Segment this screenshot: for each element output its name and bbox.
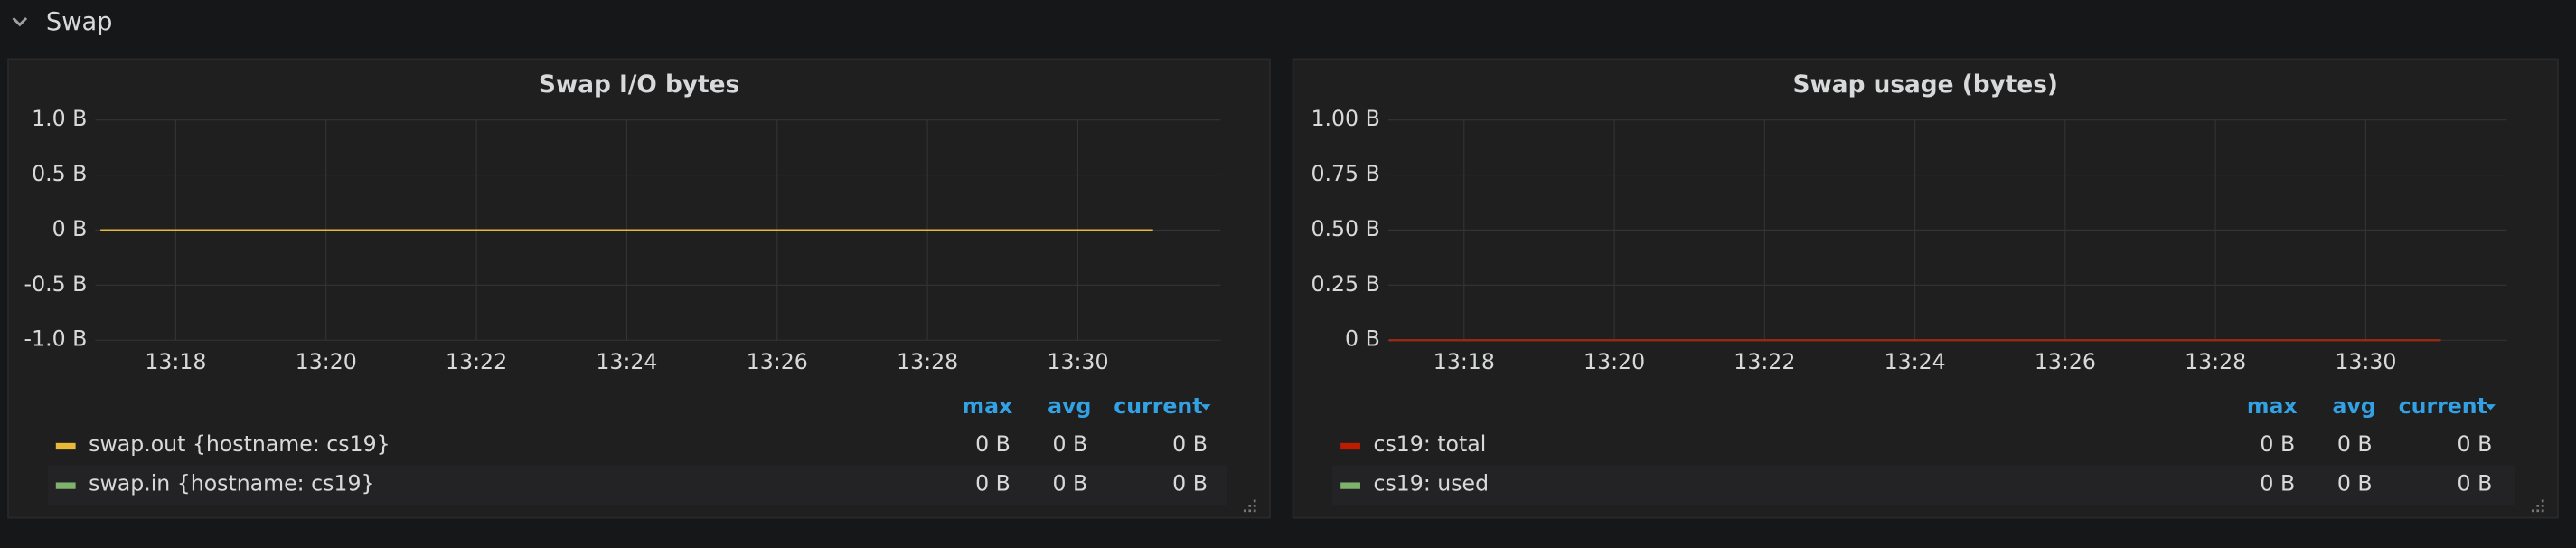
legend-stat: 0 B — [2260, 471, 2295, 496]
legend-stat: 0 B — [1172, 471, 1208, 496]
legend-swatch — [1340, 482, 1360, 489]
legend-stat: 0 B — [1172, 431, 1208, 457]
legend-column-header: max — [962, 393, 1012, 419]
y-tick-label: 0 B — [1345, 326, 1380, 352]
legend-stat: 0 B — [975, 471, 1011, 496]
resize-handle-dot — [2541, 505, 2544, 507]
x-tick-label: 13:30 — [1047, 349, 1108, 374]
legend-series-name: swap.out {hostname: cs19} — [89, 431, 390, 457]
x-tick-label: 13:20 — [296, 349, 357, 374]
x-tick-label: 13:26 — [2035, 349, 2096, 374]
x-tick-label: 13:30 — [2335, 349, 2396, 374]
legend-column-header: max — [2247, 393, 2298, 419]
legend-column-header: current — [2399, 393, 2487, 419]
resize-handle-dot — [2536, 505, 2540, 507]
resize-handle-dot — [2541, 509, 2544, 513]
legend-swatch — [1340, 442, 1360, 450]
legend-stat: 0 B — [1053, 431, 1088, 457]
legend-row-stripe — [47, 465, 1227, 505]
legend-series-name: swap.in {hostname: cs19} — [89, 471, 374, 496]
panel-title: Swap I/O bytes — [539, 71, 739, 99]
y-tick-label: 0 B — [52, 216, 88, 241]
y-tick-label: -0.5 B — [24, 271, 88, 297]
resize-handle-dot — [2536, 509, 2540, 513]
legend-stat: 0 B — [2458, 431, 2493, 457]
panel-title: Swap usage (bytes) — [1792, 71, 2057, 99]
legend-stat: 0 B — [975, 431, 1011, 457]
x-tick-label: 13:28 — [897, 349, 958, 374]
y-tick-label: 0.25 B — [1312, 271, 1380, 297]
x-tick-label: 13:18 — [145, 349, 206, 374]
legend-column-header: avg — [2333, 393, 2376, 419]
legend-stat: 0 B — [2337, 431, 2373, 457]
legend-series-name: cs19: used — [1374, 471, 1490, 496]
x-tick-label: 13:26 — [747, 349, 808, 374]
legend-column-header: current — [1114, 393, 1202, 419]
legend-series-name: cs19: total — [1374, 431, 1487, 457]
x-tick-label: 13:18 — [1434, 349, 1495, 374]
x-tick-label: 13:22 — [1734, 349, 1795, 374]
resize-handle-dot — [1253, 499, 1256, 503]
resize-handle-dot — [1253, 505, 1256, 507]
y-tick-label: 1.00 B — [1312, 106, 1380, 131]
x-tick-label: 13:28 — [2185, 349, 2246, 374]
resize-handle-dot — [1253, 509, 1256, 513]
legend-stat: 0 B — [2337, 471, 2373, 496]
sort-icon — [2486, 404, 2496, 411]
legend-row-stripe — [1332, 465, 2515, 505]
y-tick-label: 1.0 B — [32, 106, 87, 131]
legend-stat: 0 B — [2458, 471, 2493, 496]
legend-swatch — [55, 482, 76, 489]
y-tick-label: 0.75 B — [1312, 161, 1380, 186]
scaled-layer: Swap Swap I/O bytes 1.0 B 0.5 B 0 B -0.5 B -1… — [7, 8, 2559, 519]
resize-handle-dot — [1243, 509, 1246, 513]
x-tick-label: 13:24 — [596, 349, 657, 374]
y-tick-label: 0.5 B — [32, 161, 87, 186]
row-title[interactable]: Swap — [46, 8, 113, 36]
y-tick-label: 0.50 B — [1312, 216, 1380, 241]
panel — [7, 58, 1271, 519]
panel — [1292, 58, 2559, 519]
sort-icon — [1200, 404, 1211, 411]
x-tick-label: 13:22 — [446, 349, 507, 374]
legend-stat: 0 B — [1053, 471, 1088, 496]
x-tick-label: 13:20 — [1584, 349, 1645, 374]
resize-handle-dot — [1248, 505, 1252, 507]
y-tick-label: -1.0 B — [24, 326, 88, 352]
resize-handle-dot — [2531, 509, 2534, 513]
row-collapse-icon[interactable] — [12, 16, 28, 27]
legend-column-header: avg — [1048, 393, 1091, 419]
resize-handle-dot — [2541, 499, 2544, 503]
resize-handle-dot — [1248, 509, 1252, 513]
legend-swatch — [55, 442, 76, 450]
legend-stat: 0 B — [2260, 431, 2295, 457]
x-tick-label: 13:24 — [1885, 349, 1946, 374]
